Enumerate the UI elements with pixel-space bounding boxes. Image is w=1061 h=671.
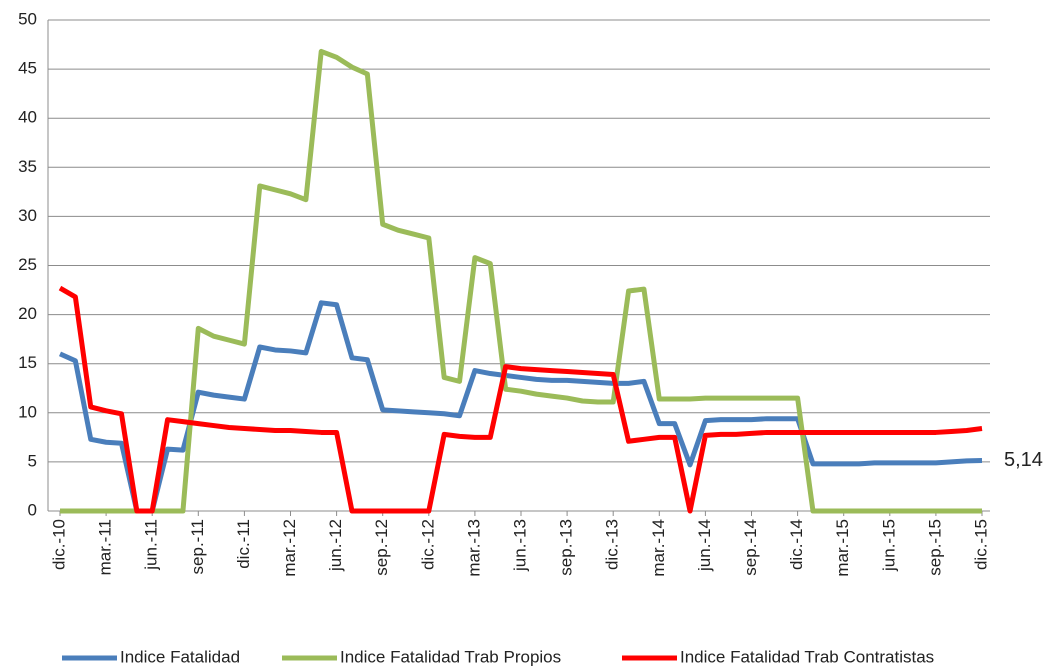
x-tick-label: mar.-15 bbox=[833, 519, 852, 577]
x-tick-label: sep.-15 bbox=[925, 519, 944, 576]
x-tick-label: mar.-11 bbox=[96, 519, 115, 575]
x-tick-label: sep.-13 bbox=[557, 519, 576, 576]
x-tick-label: jun.-13 bbox=[510, 519, 529, 572]
x-tick-label: sep.-14 bbox=[741, 519, 760, 576]
y-tick-label: 20 bbox=[18, 304, 37, 323]
x-tick-label: mar.-13 bbox=[464, 519, 483, 577]
y-tick-label: 45 bbox=[18, 59, 37, 78]
x-tick-label: jun.-14 bbox=[695, 519, 714, 572]
x-tick-label: dic.-12 bbox=[418, 519, 437, 570]
y-tick-label: 15 bbox=[18, 353, 37, 372]
y-tick-label: 30 bbox=[18, 206, 37, 225]
x-tick-label: sep.-11 bbox=[188, 519, 207, 574]
x-tick-label: dic.-15 bbox=[971, 519, 990, 570]
x-tick-label: mar.-12 bbox=[280, 519, 299, 577]
y-tick-label: 35 bbox=[18, 157, 37, 176]
y-tick-label: 0 bbox=[28, 500, 37, 519]
x-tick-label: dic.-10 bbox=[49, 519, 68, 570]
x-tick-label: dic.-14 bbox=[787, 519, 806, 570]
x-tick-label: jun.-12 bbox=[326, 519, 345, 572]
y-tick-label: 25 bbox=[18, 255, 37, 274]
annotation: 5,14 bbox=[1004, 449, 1043, 471]
x-tick-label: mar.-14 bbox=[649, 519, 668, 577]
x-tick-label: jun.-11 bbox=[142, 519, 161, 571]
x-tick-label: dic.-11 bbox=[234, 519, 253, 569]
series-line bbox=[60, 48, 982, 514]
legend-label: Indice Fatalidad Trab Contratistas bbox=[680, 647, 934, 666]
legend-label: Indice Fatalidad Trab Propios bbox=[340, 647, 561, 666]
y-tick-label: 40 bbox=[18, 108, 37, 127]
x-tick-label: sep.-12 bbox=[372, 519, 391, 576]
series-line bbox=[58, 300, 983, 514]
legend-label: Indice Fatalidad bbox=[120, 647, 240, 666]
x-tick-label: dic.-13 bbox=[603, 519, 622, 570]
x-tick-label: jun.-15 bbox=[879, 519, 898, 572]
y-tick-label: 50 bbox=[18, 9, 37, 28]
y-tick-label: 10 bbox=[18, 402, 37, 421]
series-line bbox=[58, 285, 983, 514]
y-tick-label: 5 bbox=[28, 451, 37, 470]
